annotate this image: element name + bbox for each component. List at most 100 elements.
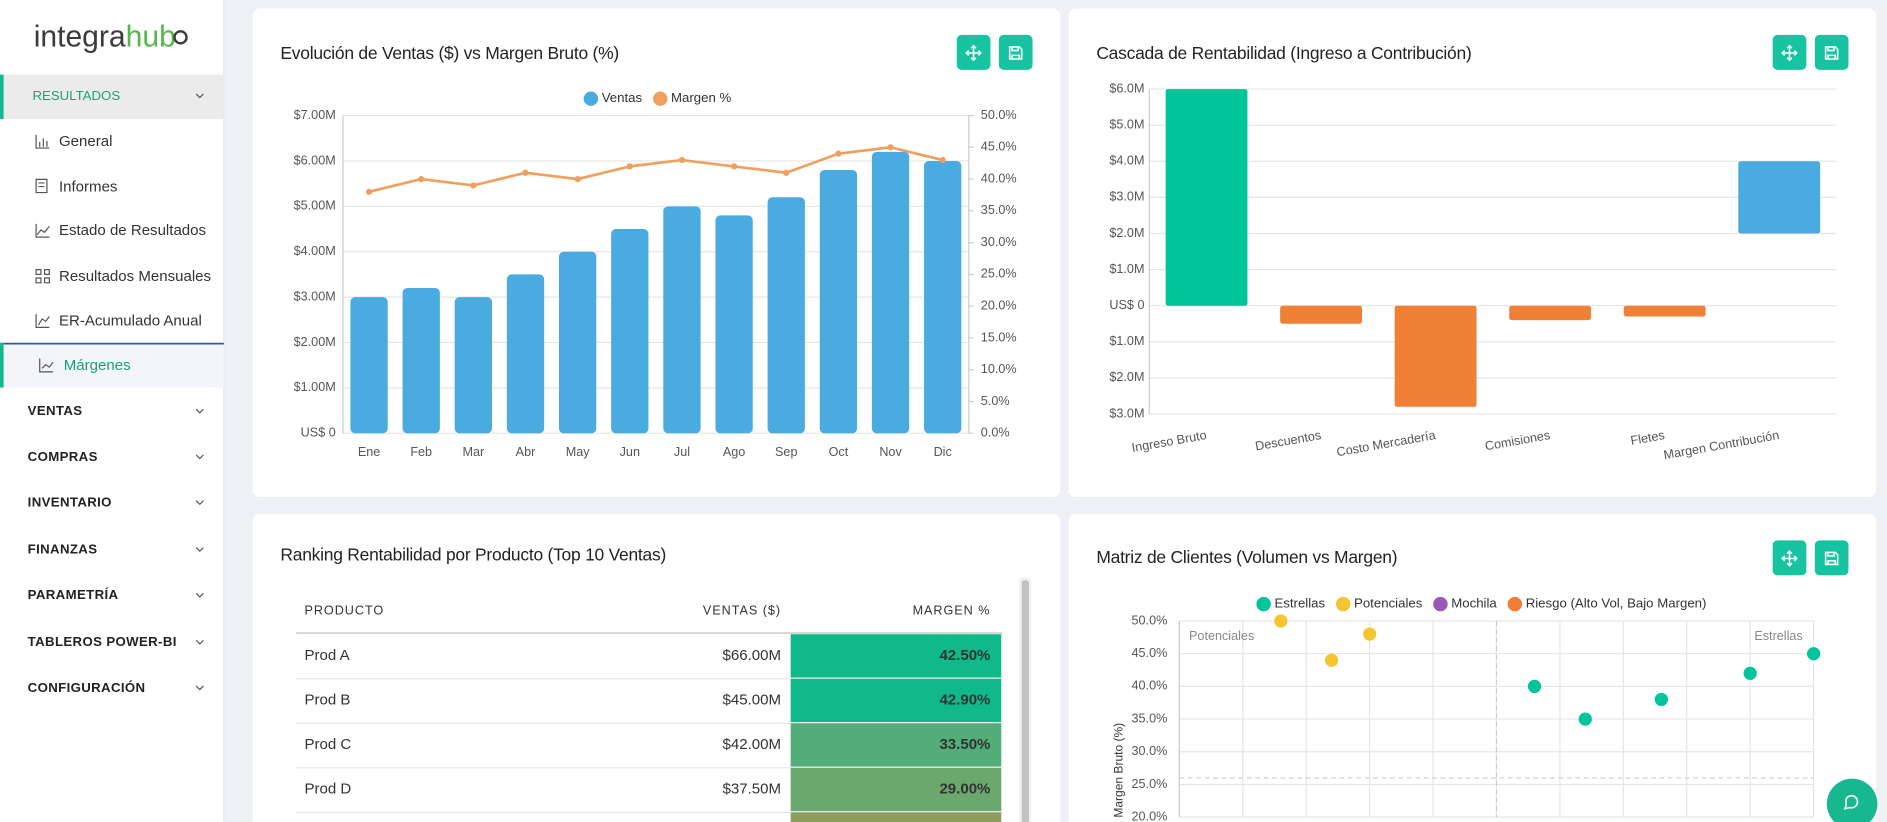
- bar: [558, 251, 597, 434]
- table-cell: Prod A: [304, 647, 349, 664]
- margin-cell: [790, 634, 1002, 678]
- save-button[interactable]: [998, 34, 1033, 70]
- scatter-point: [1654, 692, 1668, 707]
- line-point: [522, 169, 529, 176]
- y-tick-label: $6.0M: [1109, 81, 1144, 95]
- menu-item[interactable]: ER-Acumulado Anual: [59, 312, 202, 329]
- chat-button[interactable]: [1826, 778, 1878, 822]
- legend-swatch: [1255, 595, 1273, 613]
- menu-section[interactable]: COMPRAS: [28, 449, 98, 464]
- move-icon: [1781, 44, 1798, 62]
- menu-item[interactable]: Resultados Mensuales: [59, 268, 211, 285]
- menu-section[interactable]: PARAMETRÍA: [28, 587, 119, 602]
- legend-label: Riesgo (Alto Vol, Bajo Margen): [1526, 596, 1707, 611]
- x-tick-label: Ago: [723, 445, 745, 459]
- menu-item-active-bg: [0, 343, 224, 388]
- chevron: [195, 408, 204, 414]
- margin-cell: [790, 812, 1002, 822]
- y2-tick-label: 40.0%: [981, 171, 1017, 185]
- y2-tick-label: 0.0%: [981, 426, 1010, 440]
- menu-item[interactable]: Estado de Resultados: [59, 222, 206, 239]
- x-tick-label: May: [566, 445, 591, 459]
- save-icon: [1008, 46, 1023, 60]
- menu-item[interactable]: General: [59, 133, 112, 150]
- y-tick-label: $1.0M: [1109, 334, 1144, 348]
- scatter-point: [1578, 712, 1592, 726]
- legend-label: Ventas: [602, 90, 643, 105]
- menu-section[interactable]: INVENTARIO: [28, 495, 112, 510]
- logo-gear: [173, 30, 188, 45]
- line-point: [626, 163, 633, 170]
- scrollbar-thumb[interactable]: [1021, 580, 1029, 822]
- quadrant-label: Estrellas: [1754, 629, 1802, 643]
- y2-tick-label: 25.0%: [981, 267, 1017, 281]
- line-point: [783, 169, 790, 176]
- y2-tick-label: 50.0%: [981, 108, 1017, 122]
- margin-cell: [790, 767, 1002, 812]
- x-tick-label: Ene: [358, 445, 380, 459]
- legend-label: Estrellas: [1274, 596, 1325, 611]
- legend-swatch: [1431, 595, 1449, 613]
- scatter-point: [1363, 627, 1377, 641]
- y-tick-label: $2.0M: [1109, 370, 1144, 384]
- y2-tick-label: 10.0%: [981, 362, 1017, 376]
- margin-cell: [790, 678, 1002, 723]
- icon-grid: [35, 268, 50, 284]
- menu-section[interactable]: RESULTADOS: [32, 88, 120, 103]
- x-tick-label: Oct: [829, 445, 849, 459]
- legend-label: Margen %: [671, 90, 731, 105]
- menu-section[interactable]: TABLEROS POWER-BI: [28, 634, 177, 649]
- chevron: [195, 500, 204, 506]
- scatter-point: [1806, 647, 1821, 661]
- y-tick-label: $1.0M: [1109, 262, 1144, 276]
- chevron: [195, 93, 204, 99]
- waterfall-bar: [1509, 305, 1592, 321]
- y2-tick-label: 35.0%: [981, 203, 1017, 217]
- save-button[interactable]: [1814, 540, 1849, 576]
- waterfall-bar: [1738, 161, 1821, 234]
- client-matrix-chart: 20.0% 25.0% 30.0% 35.0% 40.0% 45.0% 50.0% Poten…: [1111, 595, 1821, 822]
- table-cell: Prod B: [304, 691, 350, 708]
- menu-section[interactable]: CONFIGURACIÓN: [28, 680, 146, 695]
- menu-section[interactable]: VENTAS: [28, 403, 83, 418]
- y-tick-label: $3.0M: [1109, 406, 1144, 420]
- scatter-point: [1527, 679, 1542, 694]
- y2-tick-label: 15.0%: [981, 330, 1017, 344]
- legend-swatch: [1334, 595, 1352, 613]
- legend-label: Mochila: [1451, 596, 1497, 611]
- save-button[interactable]: [1814, 34, 1849, 70]
- bar: [767, 197, 805, 434]
- table-cell: Prod C: [304, 736, 351, 753]
- column-header: PRODUCTO: [304, 604, 384, 618]
- panel: [252, 8, 1061, 498]
- menu-section[interactable]: FINANZAS: [28, 541, 98, 556]
- x-tick-label: Nov: [879, 445, 902, 459]
- menu-active-bar: [0, 74, 4, 120]
- menu-item-active[interactable]: Márgenes: [64, 357, 131, 374]
- line-point: [365, 188, 373, 195]
- legend-swatch: [651, 90, 669, 108]
- menu-item[interactable]: Informes: [59, 179, 117, 196]
- waterfall-bar: [1623, 305, 1706, 317]
- icon-margin: [39, 358, 54, 373]
- logo[interactable]: integrahub: [34, 20, 176, 53]
- bar: [715, 215, 753, 434]
- bar: [871, 151, 910, 434]
- line: [368, 145, 944, 194]
- line-point: [887, 144, 894, 151]
- y-tick-label: 40.0%: [1132, 679, 1168, 693]
- legend-swatch: [1506, 595, 1524, 613]
- logo-accent: hub: [126, 20, 176, 53]
- table-cell: 33.50%: [939, 736, 990, 753]
- y-tick-label: $3.00M: [294, 289, 336, 303]
- x-tick-label: Sep: [775, 445, 797, 459]
- scatter-point: [1324, 653, 1339, 667]
- y-tick-label: $5.0M: [1109, 118, 1144, 132]
- logo-brand: integra: [34, 20, 126, 53]
- chevron: [195, 547, 204, 553]
- move-icon: [965, 44, 982, 62]
- icon-report: [35, 178, 48, 194]
- y2-tick-label: 45.0%: [981, 140, 1017, 154]
- chevron: [195, 639, 204, 645]
